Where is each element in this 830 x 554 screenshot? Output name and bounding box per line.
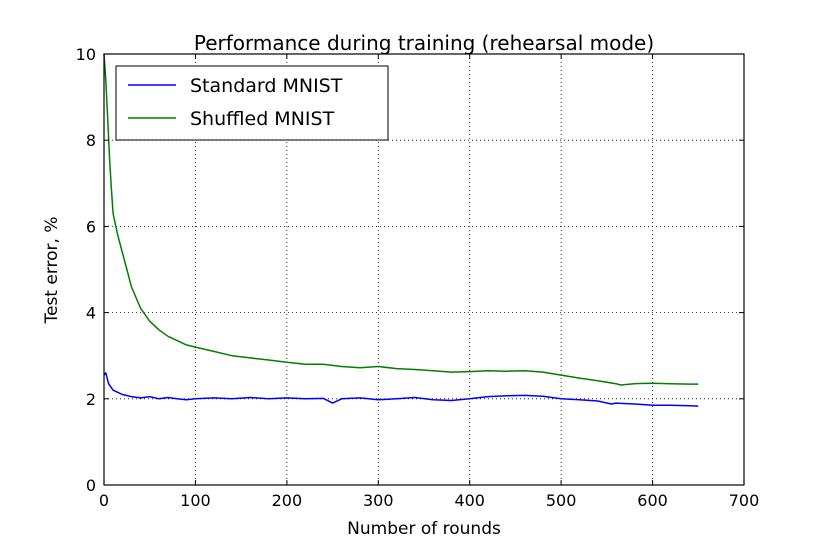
x-tick-label: 700 — [729, 491, 760, 510]
chart-title: Performance during training (rehearsal m… — [194, 31, 654, 55]
plot-frame — [103, 53, 745, 486]
x-tick-label: 200 — [272, 491, 303, 510]
y-tick-label: 0 — [86, 476, 96, 495]
x-axis-label: Number of rounds — [347, 519, 501, 539]
legend-box — [115, 65, 389, 141]
legend: Standard MNIST Shuffled MNIST — [115, 65, 389, 141]
series-line-shuffled-mnist — [103, 53, 699, 386]
x-tick-label: 100 — [180, 491, 211, 510]
y-tick-label: 2 — [86, 390, 96, 409]
y-axis-label: Test error, % — [42, 217, 62, 325]
axis-ticks: 0 100 200 300 400 500 600 700 0 2 4 6 8 10 — [76, 45, 760, 510]
series-line-standard-mnist — [103, 372, 699, 407]
x-tick-label: 0 — [99, 491, 109, 510]
y-tick-label: 10 — [76, 45, 96, 64]
legend-label-shuffled-mnist: Shuffled MNIST — [190, 108, 335, 130]
x-tick-label: 300 — [363, 491, 394, 510]
y-tick-label: 6 — [86, 217, 96, 236]
y-tick-label: 8 — [86, 131, 96, 150]
x-tick-label: 500 — [546, 491, 577, 510]
x-tick-label: 600 — [637, 491, 668, 510]
legend-label-standard-mnist: Standard MNIST — [190, 75, 343, 97]
series-lines — [103, 53, 699, 407]
y-tick-label: 4 — [86, 304, 96, 323]
x-tick-label: 400 — [454, 491, 485, 510]
